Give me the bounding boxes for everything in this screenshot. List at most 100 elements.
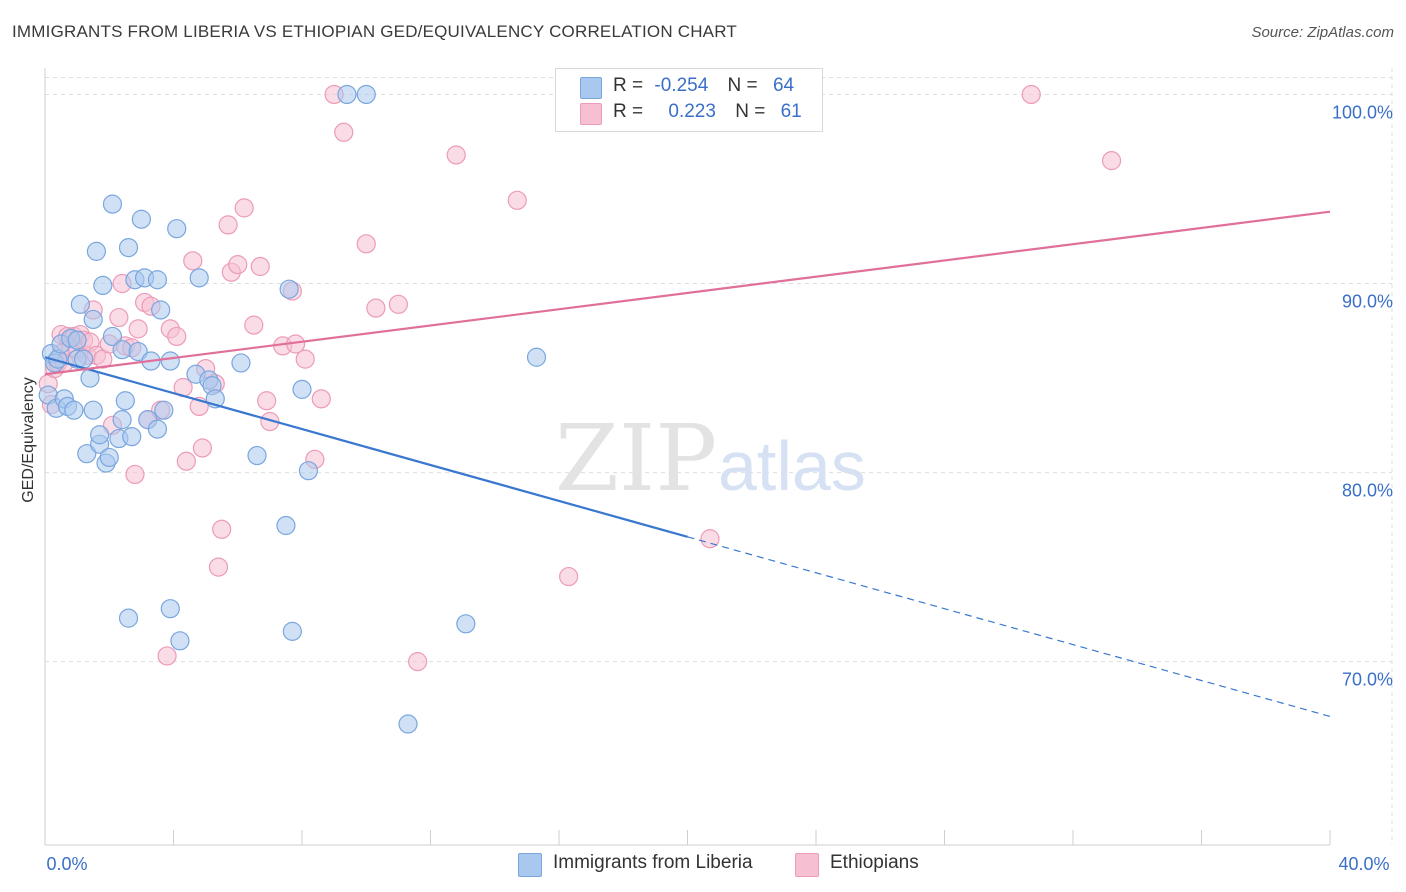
liberia-point (118, 608, 139, 628)
ethiopians-point (128, 319, 148, 339)
ethiopians-point (250, 256, 270, 277)
liberia-point (151, 300, 171, 320)
liberia-swatch (580, 77, 602, 99)
y-axis-label: GED/Equivalency (20, 377, 37, 503)
ethiopians-point (356, 234, 376, 254)
y-tick-label: 70.0% (1342, 670, 1393, 690)
ethiopians-swatch (580, 103, 602, 125)
n-label: N = (727, 75, 758, 96)
liberia-point (93, 275, 113, 296)
r-label: R = (613, 75, 644, 96)
liberia-point (83, 400, 103, 420)
liberia-point (160, 351, 180, 371)
liberia-point (398, 714, 418, 734)
liberia-point (526, 347, 547, 367)
ethiopians-point (157, 646, 177, 666)
liberia-point (102, 326, 123, 347)
source-label: Source: ZipAtlas.com (1251, 24, 1394, 41)
liberia-point (279, 279, 299, 299)
ethiopians-point (366, 298, 386, 318)
liberia-point (337, 84, 357, 105)
liberia-point (102, 194, 123, 214)
liberia-legend-swatch (518, 853, 542, 877)
liberia-point (147, 419, 168, 439)
liberia-point (247, 445, 267, 466)
y-tick-label: 90.0% (1342, 292, 1393, 312)
liberia-point (282, 621, 302, 641)
ethiopians-legend-swatch (795, 853, 819, 877)
liberia-point (112, 340, 132, 360)
ethiopians-point (700, 529, 720, 549)
ethiopians-point (446, 145, 466, 165)
ethiopians-point (228, 255, 248, 275)
x-tick-label: 40.0% (1338, 854, 1389, 874)
ethiopians-point (234, 198, 254, 218)
ethiopians-point (183, 251, 203, 271)
ethiopians-point (295, 349, 315, 369)
ethiopians-trend-line (44, 210, 1331, 376)
correlation-legend: R = -0.254 N = 64 R = 0.223 N = 61 (555, 68, 823, 132)
ethiopians-point (208, 557, 229, 577)
liberia-point (170, 631, 190, 651)
ethiopians-point (408, 652, 428, 672)
liberia-points (38, 84, 547, 734)
watermark-atlas: atlas (718, 427, 866, 505)
liberia-trend-extension (687, 536, 1331, 718)
y-tick-label: 100.0% (1332, 102, 1393, 122)
r-value-liberia: -0.254 (654, 75, 709, 96)
y-tick-label: 80.0% (1342, 481, 1393, 501)
liberia-point (131, 209, 151, 229)
ethiopians-point (244, 315, 264, 335)
ethiopians-point (507, 190, 527, 210)
tick-labels: 70.0% 80.0% 90.0% 100.0% 0.0% 40.0% (46, 102, 1393, 874)
liberia-point (90, 425, 110, 445)
liberia-point (115, 391, 135, 411)
watermark-zip: ZIP (555, 405, 717, 512)
r-label: R = (613, 101, 644, 122)
ethiopians-point (559, 566, 579, 587)
liberia-point (99, 447, 119, 468)
ethiopians-point (257, 391, 277, 411)
liberia-point (356, 84, 376, 105)
liberia-point (83, 309, 103, 330)
ethiopians-point (218, 215, 238, 235)
liberia-point (167, 219, 187, 239)
ethiopians-point (176, 451, 196, 471)
liberia-point (112, 410, 132, 430)
liberia-point (128, 341, 148, 362)
ethiopians-point (167, 326, 187, 347)
liberia-point (147, 270, 168, 290)
ethiopians-point (1101, 151, 1122, 171)
ethiopians-point (192, 438, 213, 458)
liberia-point (276, 515, 296, 536)
n-value-ethiopians: 61 (780, 101, 802, 122)
r-value-ethiopians: 0.223 (668, 101, 716, 122)
x-tick-label: 0.0% (46, 854, 87, 874)
liberia-point (64, 400, 84, 420)
ethiopians-point (311, 389, 331, 409)
ethiopians-point (334, 122, 354, 142)
grid-lines (45, 68, 1393, 845)
liberia-point (122, 427, 142, 447)
liberia-point (298, 461, 319, 481)
ethiopians-point (212, 519, 232, 539)
n-value-liberia: 64 (772, 75, 795, 96)
liberia-point (67, 330, 87, 350)
liberia-trend-line (44, 356, 688, 538)
watermark: ZIP atlas (555, 405, 866, 512)
liberia-point (189, 268, 209, 288)
liberia-point (154, 400, 174, 420)
liberia-point (86, 241, 107, 261)
trend-lines (44, 210, 1331, 718)
liberia-point (70, 294, 90, 314)
liberia-point (160, 599, 180, 619)
liberia-point (456, 614, 476, 634)
liberia-point (77, 444, 97, 464)
liberia-point (118, 237, 139, 258)
n-label: N = (735, 101, 766, 122)
y-axis-label-wrap: GED/Equivalency (18, 300, 40, 580)
ethiopians-point (1021, 84, 1041, 105)
axes (44, 68, 1331, 846)
ethiopians-legend-label: Ethiopians (830, 852, 919, 873)
